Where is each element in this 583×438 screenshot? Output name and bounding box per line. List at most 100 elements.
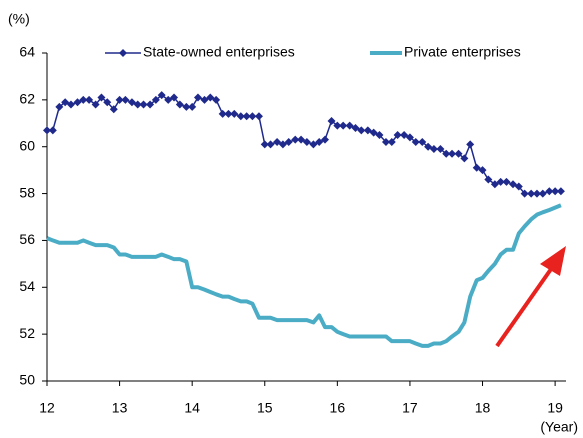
- series-line: [46, 203, 562, 348]
- data-point: [242, 112, 251, 121]
- data-point: [527, 189, 536, 198]
- data-point: [284, 138, 293, 147]
- data-point: [170, 93, 179, 102]
- x-tick-label: 12: [39, 400, 55, 416]
- data-point: [478, 166, 487, 175]
- data-point: [375, 131, 384, 139]
- data-point: [429, 145, 438, 154]
- data-point: [278, 140, 287, 149]
- data-point: [157, 91, 166, 100]
- data-point: [472, 163, 481, 172]
- data-point: [206, 93, 215, 102]
- data-point: [309, 140, 318, 149]
- legend-label: State-owned enterprises: [143, 44, 295, 60]
- data-point: [460, 154, 469, 163]
- data-point: [490, 180, 499, 189]
- data-point: [182, 102, 191, 111]
- data-point: [387, 138, 396, 147]
- legend-label: Private enterprises: [404, 44, 521, 60]
- data-point: [43, 126, 51, 135]
- data-point: [224, 109, 233, 118]
- x-tick-label: 18: [475, 400, 491, 416]
- data-point: [230, 109, 239, 118]
- data-point: [260, 140, 269, 149]
- x-tick-label: 17: [402, 400, 418, 416]
- data-point: [381, 138, 390, 147]
- data-point: [321, 135, 330, 144]
- y-tick-label: 56: [19, 231, 35, 247]
- data-point: [315, 138, 324, 147]
- data-point: [514, 182, 523, 191]
- data-point: [393, 131, 402, 139]
- y-axis-label: (%): [8, 11, 30, 27]
- data-point: [484, 175, 493, 184]
- data-point: [400, 131, 409, 139]
- data-point: [218, 109, 227, 118]
- data-point: [454, 149, 463, 158]
- data-point: [520, 189, 529, 198]
- x-tick-label: 14: [184, 400, 200, 416]
- data-point: [532, 189, 541, 198]
- data-point: [146, 100, 155, 109]
- data-point: [188, 102, 197, 111]
- data-point: [151, 95, 160, 104]
- data-point: [254, 112, 263, 121]
- x-axis-label: (Year): [540, 419, 578, 435]
- y-tick-label: 52: [19, 325, 35, 341]
- data-point: [405, 133, 414, 142]
- data-point: [175, 100, 184, 109]
- data-point: [327, 116, 336, 125]
- data-point: [333, 121, 342, 130]
- data-point: [97, 93, 106, 102]
- y-tick-label: 62: [19, 91, 35, 107]
- data-point: [551, 187, 560, 196]
- data-point: [297, 135, 306, 144]
- data-point: [109, 105, 118, 114]
- data-point: [502, 177, 511, 186]
- data-point: [291, 135, 300, 144]
- data-point: [538, 189, 547, 198]
- x-tick-label: 13: [112, 400, 128, 416]
- data-point: [509, 180, 518, 189]
- data-point: [127, 98, 136, 107]
- y-tick-label: 58: [19, 184, 35, 200]
- data-point: [436, 145, 445, 154]
- data-point: [121, 95, 130, 104]
- data-point: [345, 121, 354, 130]
- data-point: [73, 98, 82, 107]
- data-point: [200, 95, 209, 104]
- x-tick-label: 15: [257, 400, 273, 416]
- data-point: [91, 100, 100, 109]
- data-point: [357, 126, 366, 135]
- data-point: [48, 126, 57, 135]
- data-point: [103, 98, 112, 107]
- data-point: [66, 100, 75, 109]
- data-point: [418, 138, 427, 147]
- data-point: [369, 128, 378, 137]
- data-point: [248, 112, 257, 121]
- data-point: [442, 149, 451, 158]
- data-point: [236, 112, 245, 121]
- data-point: [466, 140, 475, 149]
- data-point: [55, 102, 64, 111]
- data-point: [424, 142, 433, 151]
- legend-marker: [119, 49, 127, 57]
- data-point: [556, 187, 565, 196]
- data-point: [61, 98, 70, 107]
- annotation-arrow: [495, 246, 566, 348]
- data-point: [363, 126, 372, 135]
- data-point: [212, 95, 221, 104]
- data-point: [133, 100, 142, 109]
- data-point: [411, 138, 420, 147]
- data-point: [339, 121, 348, 130]
- y-tick-label: 60: [19, 137, 35, 153]
- data-point: [273, 138, 282, 147]
- y-tick-label: 50: [19, 372, 35, 388]
- data-point: [496, 177, 505, 186]
- x-tick-label: 16: [330, 400, 346, 416]
- data-point: [115, 95, 124, 104]
- data-point: [164, 95, 173, 104]
- data-point: [266, 140, 275, 149]
- y-tick-label: 64: [19, 44, 35, 60]
